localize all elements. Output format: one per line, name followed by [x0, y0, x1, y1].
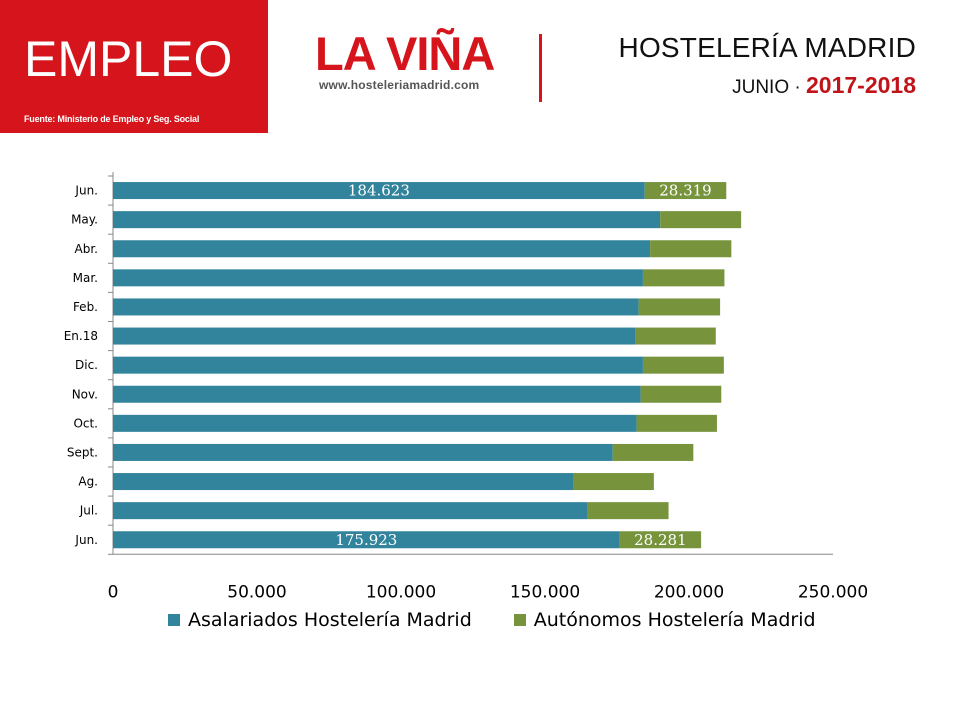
bar-asalariados — [113, 385, 641, 403]
category-label: Abr. — [75, 242, 98, 256]
data-label: 28.281 — [634, 531, 687, 549]
category-label: Ag. — [78, 475, 98, 489]
bar-asalariados — [113, 502, 588, 520]
category-label: Nov. — [72, 387, 98, 401]
bar-asalariados — [113, 443, 613, 461]
bar-asalariados — [113, 211, 661, 229]
legend-item-asalariados: Asalariados Hostelería Madrid — [168, 609, 472, 631]
category-label: Jun. — [74, 184, 98, 198]
category-label: Jul. — [79, 504, 98, 518]
bar-asalariados — [113, 356, 643, 374]
category-label: Mar. — [73, 271, 98, 285]
category-label: Sept. — [67, 445, 98, 459]
bar-asalariados — [113, 240, 651, 258]
data-label: 184.623 — [348, 182, 410, 200]
legend-swatch-asalariados — [168, 614, 180, 626]
x-tick-label: 100.000 — [366, 582, 436, 600]
legend-item-autonomos: Autónomos Hostelería Madrid — [513, 609, 816, 631]
bar-autonomos — [573, 473, 654, 491]
category-label: Jun. — [74, 533, 98, 547]
page-title: HOSTELERÍA MADRID — [618, 32, 916, 63]
bar-autonomos — [587, 502, 669, 520]
category-label: Oct. — [73, 416, 98, 430]
category-label: Dic. — [75, 358, 98, 372]
category-label: Feb. — [73, 300, 98, 314]
subtitle-prefix: JUNIO · — [732, 77, 806, 98]
bar-autonomos — [642, 356, 724, 374]
bar-autonomos — [619, 531, 702, 549]
bar-asalariados — [113, 327, 636, 345]
data-label: 28.319 — [659, 182, 712, 200]
bar-autonomos — [644, 182, 727, 200]
x-tick-label: 150.000 — [510, 582, 580, 600]
header-divider — [539, 34, 542, 102]
x-tick-label: 200.000 — [654, 582, 724, 600]
bar-autonomos — [660, 211, 742, 229]
chart-legend: Asalariados Hostelería Madrid Autónomos … — [168, 609, 858, 631]
bar-autonomos — [642, 269, 725, 287]
x-tick-label: 0 — [108, 582, 119, 600]
bar-asalariados — [113, 531, 620, 549]
data-label: 175.923 — [335, 531, 397, 549]
subtitle-years: 2017-2018 — [806, 72, 916, 98]
category-label: May. — [71, 213, 98, 227]
bar-asalariados — [113, 414, 637, 432]
legend-label-autonomos: Autónomos Hostelería Madrid — [533, 609, 816, 631]
legend-label-asalariados: Asalariados Hostelería Madrid — [188, 609, 472, 631]
bar-asalariados — [113, 298, 639, 316]
category-label: En.18 — [64, 329, 98, 343]
section-title: EMPLEO — [24, 31, 233, 87]
bar-autonomos — [640, 385, 722, 403]
logo-url: www.hosteleriamadrid.com — [319, 78, 480, 92]
data-source: Fuente: Ministerio de Empleo y Seg. Soci… — [24, 114, 200, 124]
bar-chart: Jun. May. Abr. Mar. Feb. En.18 Dic. Nov. Oct. Sep… — [64, 172, 868, 600]
logo-name: LA VIÑA — [315, 27, 495, 80]
legend-swatch-autonomos — [513, 614, 526, 626]
bar-asalariados — [113, 473, 574, 491]
bar-autonomos — [638, 298, 721, 316]
bar-autonomos — [612, 443, 694, 461]
section-header-box: EMPLEO Fuente: Ministerio de Empleo y Se… — [0, 0, 268, 133]
bar-autonomos — [635, 327, 716, 345]
bar-autonomos — [636, 414, 717, 432]
x-tick-label: 250.000 — [798, 582, 868, 600]
bar-asalariados — [113, 182, 645, 200]
bar-autonomos — [650, 240, 732, 258]
bar-asalariados — [113, 269, 643, 287]
page-subtitle: JUNIO · 2017-2018 — [732, 72, 916, 99]
x-tick-label: 50.000 — [227, 582, 286, 600]
